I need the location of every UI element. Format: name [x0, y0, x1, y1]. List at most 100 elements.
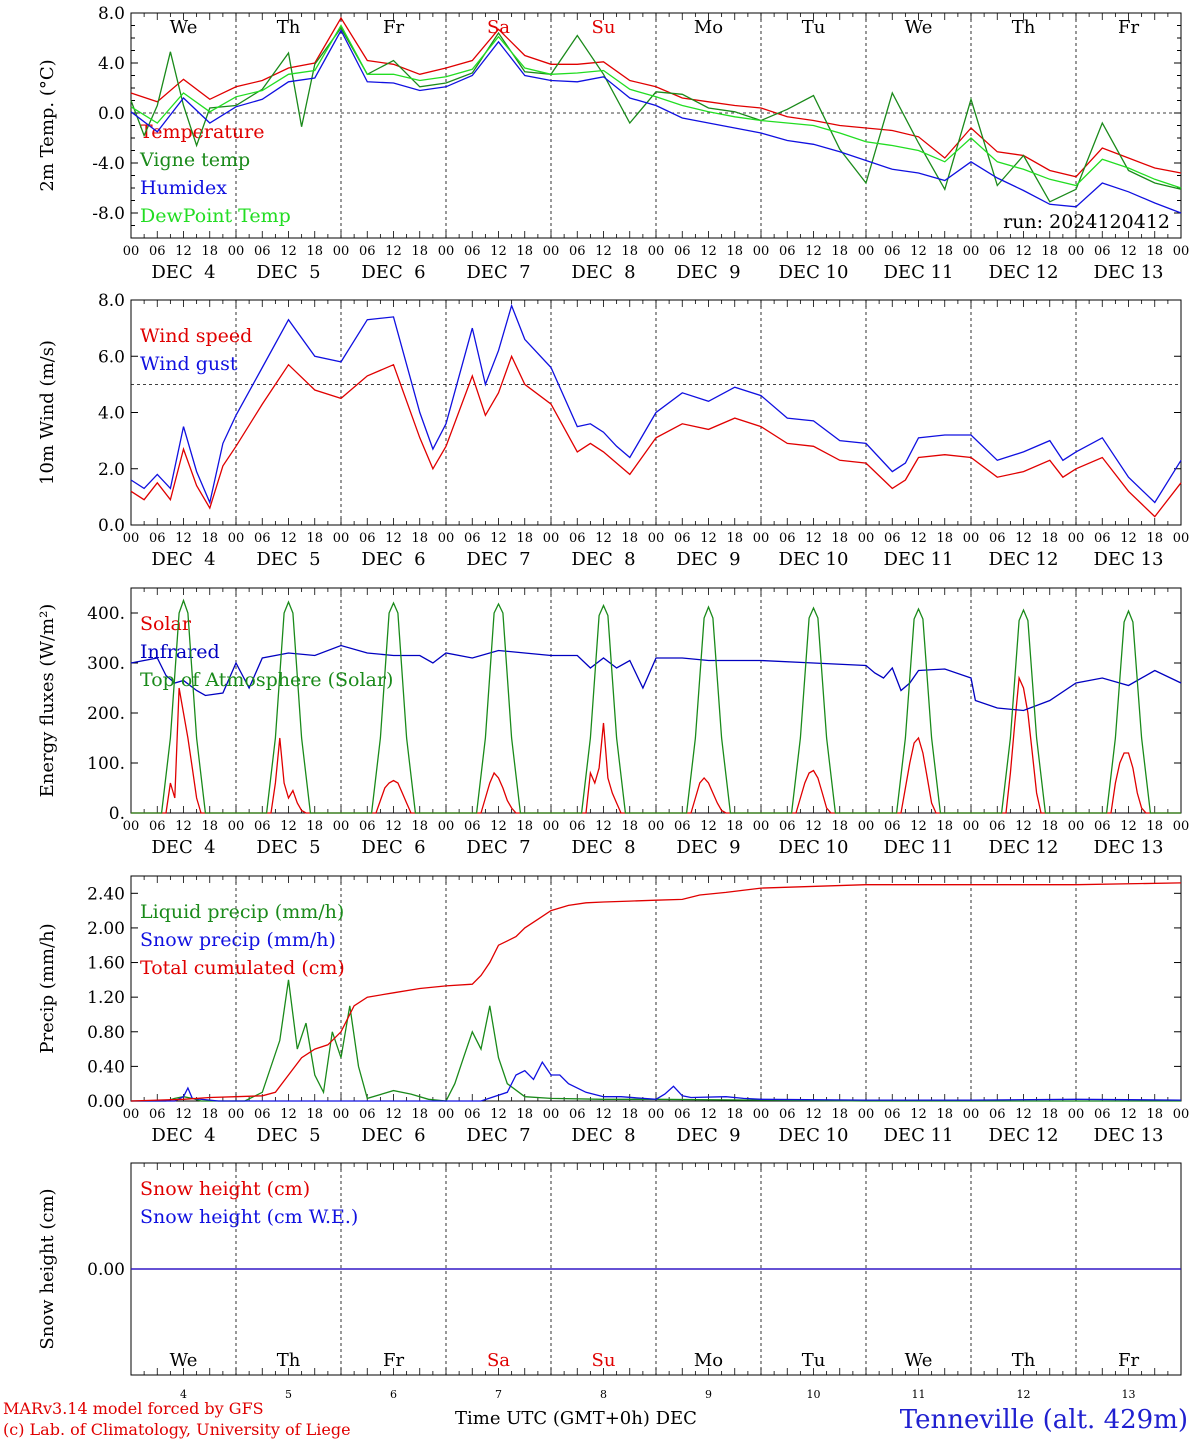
hour-label: 06 — [884, 1107, 901, 1122]
hour-label: 06 — [989, 531, 1006, 546]
hour-label: 06 — [359, 531, 376, 546]
hour-label: 06 — [779, 531, 796, 546]
date-label: DEC 7 — [466, 1125, 530, 1146]
panel-2: 8.0 6.0 4.0 2.0 0.0 10m Wind (m/s) Wind speed W… — [37, 291, 1189, 570]
y-tick-label: 8.0 — [98, 291, 125, 311]
date-label: DEC 4 — [151, 549, 215, 570]
hour-label: 18 — [1146, 244, 1163, 259]
weekday-label: Tu — [802, 17, 826, 38]
date-label: DEC 6 — [361, 549, 425, 570]
hour-label: 06 — [149, 531, 166, 546]
station-name: Tenneville (alt. 429m) — [900, 1405, 1188, 1435]
date-label: DEC 11 — [884, 837, 954, 858]
hour-label: 18 — [516, 531, 533, 546]
hour-label: 06 — [674, 1107, 691, 1122]
weekday-label-bottom: Sa — [487, 1350, 510, 1371]
day-number: 5 — [285, 1388, 292, 1401]
hour-label: 06 — [1094, 1107, 1111, 1122]
hour-label: 12 — [700, 531, 717, 546]
hour-label: 06 — [884, 531, 901, 546]
hour-label: 18 — [621, 1107, 638, 1122]
legend-entry: DewPoint Temp — [140, 205, 291, 227]
y-tick-label: 2.40 — [87, 884, 125, 904]
day-number: 4 — [180, 1388, 187, 1401]
date-label: DEC 12 — [989, 1125, 1059, 1146]
hour-label: 12 — [1015, 244, 1032, 259]
hour-label: 12 — [805, 531, 822, 546]
date-label: DEC 11 — [884, 262, 954, 283]
hour-label: 12 — [910, 531, 927, 546]
y-axis-label: 2m Temp. (°C) — [37, 59, 58, 191]
hour-label: 12 — [1015, 819, 1032, 834]
footer-copyright-line: (c) Lab. of Climatology, University of L… — [3, 1420, 351, 1439]
hour-label: 12 — [595, 244, 612, 259]
hour-label: 18 — [306, 819, 323, 834]
date-label: DEC 5 — [256, 837, 320, 858]
hour-label: 06 — [359, 244, 376, 259]
hour-label: 12 — [490, 531, 507, 546]
hour-label: 00 — [648, 531, 665, 546]
hour-label: 12 — [385, 531, 402, 546]
hour-label: 06 — [884, 244, 901, 259]
legend-entry: Infrared — [140, 641, 220, 663]
hour-label: 12 — [1120, 1107, 1137, 1122]
hour-label: 18 — [1146, 1107, 1163, 1122]
hour-label: 18 — [516, 819, 533, 834]
date-label: DEC 13 — [1094, 549, 1164, 570]
date-label: DEC 9 — [676, 262, 740, 283]
y-tick-label: 0.40 — [87, 1057, 125, 1077]
hour-label: 12 — [805, 244, 822, 259]
date-label: DEC 13 — [1094, 262, 1164, 283]
hour-label: 12 — [1015, 531, 1032, 546]
hour-label: 00 — [123, 244, 140, 259]
weekday-label: Su — [592, 17, 616, 38]
day-number: 13 — [1122, 1388, 1136, 1401]
hour-label: 18 — [621, 819, 638, 834]
hour-label: 06 — [989, 819, 1006, 834]
hour-label: 00 — [753, 819, 770, 834]
day-number: 6 — [390, 1388, 397, 1401]
hour-label: 00 — [1173, 819, 1190, 834]
hour-label: 12 — [385, 1107, 402, 1122]
weekday-label-bottom: Mo — [694, 1350, 723, 1371]
day-number: 7 — [495, 1388, 502, 1401]
hour-label: 00 — [963, 1107, 980, 1122]
hour-label: 06 — [149, 244, 166, 259]
series-line-1 — [130, 16, 1182, 178]
y-tick-label: 6.0 — [98, 347, 125, 367]
date-label: DEC 11 — [884, 1125, 954, 1146]
hour-label: 18 — [831, 819, 848, 834]
hour-label: 06 — [149, 819, 166, 834]
y-axis-label: Snow height (cm) — [37, 1188, 58, 1349]
date-label: DEC 7 — [466, 837, 530, 858]
y-tick-label: -4.0 — [92, 154, 125, 174]
date-label: DEC 12 — [989, 262, 1059, 283]
y-tick-label: 0.00 — [87, 1092, 125, 1112]
hour-label: 12 — [280, 531, 297, 546]
hour-label: 18 — [411, 531, 428, 546]
date-label: DEC 12 — [989, 837, 1059, 858]
hour-label: 06 — [359, 819, 376, 834]
hour-label: 00 — [648, 244, 665, 259]
hour-label: 00 — [228, 531, 245, 546]
hour-label: 12 — [280, 819, 297, 834]
hour-label: 18 — [936, 819, 953, 834]
series-line-2 — [130, 644, 1182, 712]
hour-label: 06 — [254, 819, 271, 834]
hour-label: 06 — [569, 531, 586, 546]
hour-label: 06 — [569, 819, 586, 834]
hour-label: 00 — [1068, 1107, 1085, 1122]
date-label: DEC 11 — [884, 549, 954, 570]
hour-label: 12 — [490, 1107, 507, 1122]
hour-label: 00 — [753, 244, 770, 259]
weekday-label-bottom: Th — [277, 1350, 301, 1371]
panel-5: 0.00 Snow height (cm) Snow height (cm) Snow… — [37, 1162, 1182, 1376]
y-tick-label: 8.0 — [98, 4, 125, 24]
hour-label: 00 — [1173, 1107, 1190, 1122]
series-line-1 — [131, 979, 1181, 1102]
weekday-label-bottom: Su — [592, 1350, 616, 1371]
hour-label: 06 — [779, 244, 796, 259]
hour-label: 18 — [411, 244, 428, 259]
hour-label: 18 — [831, 1107, 848, 1122]
